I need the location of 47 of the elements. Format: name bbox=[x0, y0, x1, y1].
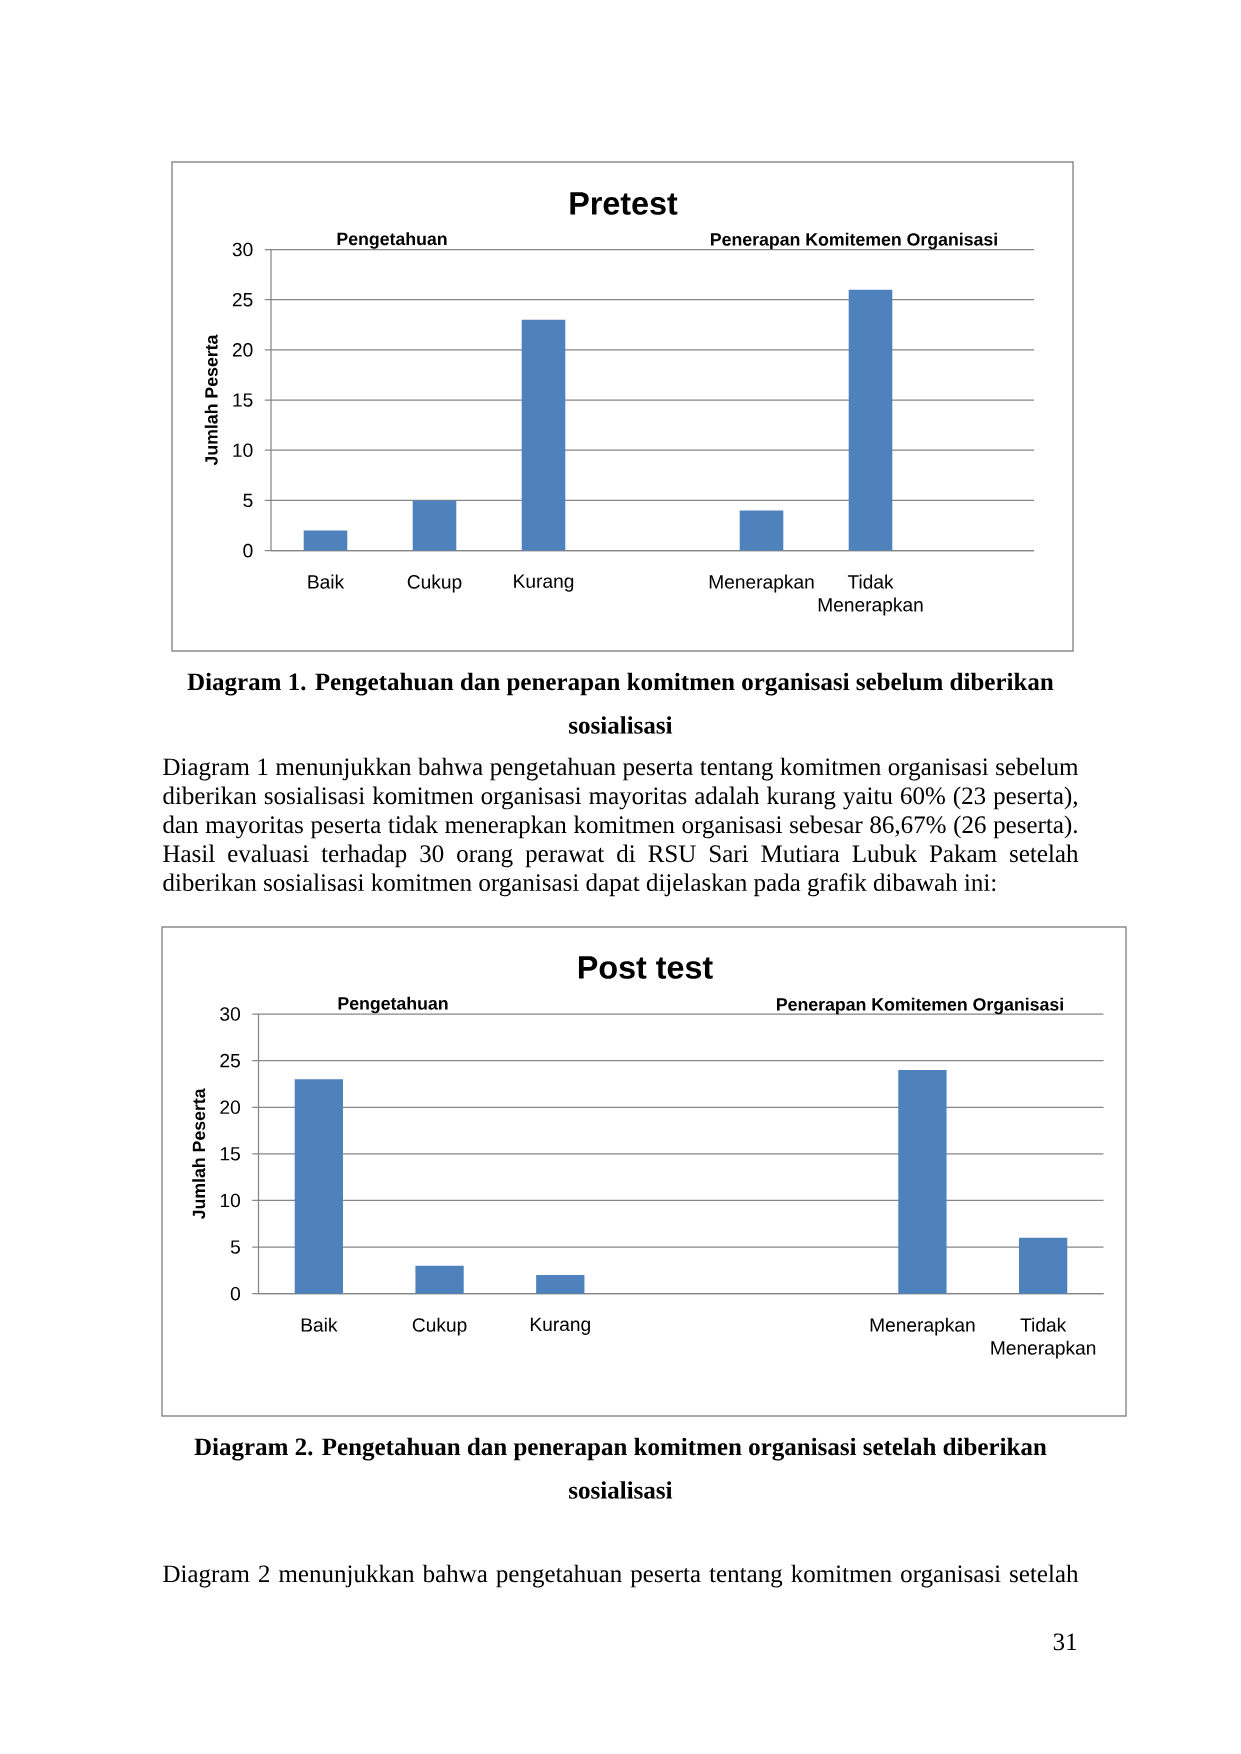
x-tick-label: Kurang bbox=[530, 1317, 590, 1335]
x-tick-label: Cukup bbox=[412, 1317, 467, 1336]
y-tick-label: 10 bbox=[220, 1193, 241, 1208]
y-axis-title: Jumlah Peserta bbox=[204, 334, 218, 466]
text: Diagram 1. Pengetahuan dan penerapan komitmen organisasi sebelum diberikan sosialisasi bbox=[187, 672, 1054, 734]
bar bbox=[848, 289, 893, 551]
bar bbox=[294, 1079, 343, 1294]
bar bbox=[415, 1265, 464, 1294]
x-tick-label: Tidak Menerapkan bbox=[991, 1317, 1096, 1359]
text: Pengetahuan bbox=[337, 232, 447, 249]
x-tick-label: Cukup bbox=[407, 574, 462, 593]
bar bbox=[303, 530, 348, 551]
x-tick-label: Menerapkan bbox=[709, 574, 814, 593]
bar bbox=[1018, 1237, 1068, 1294]
bar bbox=[739, 510, 784, 551]
text: Diagram 1 menunjukkan bahwa pengetahuan peserta tentang komitmen organisasi sebelum diberikan sosialisasi komitmen organisasi mayoritas adalah kurang yaitu 60% (23 peserta), dan mayoritas peserta tidak menerapkan komitmen organisasi sebesar 86,67% (26 peserta). Hasil evaluasi terhadap 30 orang perawat di RSU Sari Mutiara Lubuk Pakam setelah diberikan sosialisasi komitmen organisasi dapat dijelaskan pada grafik dibawah ini: bbox=[163, 757, 1079, 897]
y-tick-label: 20 bbox=[232, 343, 253, 357]
x-tick-label: Kurang bbox=[514, 574, 574, 592]
text: Pengetahuan bbox=[338, 996, 448, 1014]
annotation: Penerapan Komitemen Organisasi bbox=[777, 997, 1063, 1015]
text: 31 bbox=[1053, 1633, 1077, 1651]
y-tick-label: 0 bbox=[230, 1286, 241, 1301]
y-tick-label: 30 bbox=[232, 242, 253, 257]
y-tick-label: 5 bbox=[243, 493, 253, 508]
y-tick-label: 25 bbox=[220, 1053, 240, 1068]
y-tick-label: 10 bbox=[233, 443, 253, 458]
y-tick-label: 20 bbox=[220, 1100, 241, 1115]
bar bbox=[898, 1069, 947, 1294]
bar bbox=[521, 319, 566, 551]
y-axis-title: Jumlah Peserta bbox=[192, 1088, 206, 1220]
bar bbox=[536, 1275, 585, 1294]
text: Penerapan Komitemen Organisasi bbox=[711, 232, 997, 250]
x-tick-label: Menerapkan bbox=[870, 1317, 975, 1336]
y-tick-label: 15 bbox=[220, 1147, 240, 1161]
chart-title: Pretest bbox=[570, 192, 678, 215]
y-tick-label: 15 bbox=[233, 393, 253, 407]
y-tick-label: 25 bbox=[232, 292, 253, 307]
bar bbox=[412, 500, 457, 551]
y-tick-label: 5 bbox=[230, 1240, 240, 1254]
text: Diagram 2 menunjukkan bahwa pengetahuan peserta tentang komitmen organisasi setelah bbox=[163, 1564, 1079, 1588]
x-tick-label: Baik bbox=[308, 574, 345, 589]
y-tick-label: 0 bbox=[243, 543, 253, 558]
x-tick-label: Tidak Menerapkan bbox=[818, 574, 923, 616]
chart-title: Post test bbox=[578, 956, 713, 979]
y-tick-label: 30 bbox=[220, 1007, 241, 1021]
text: Diagram 2. Pengetahuan dan penerapan komitmen organisasi setelah diberikan sosialisasi bbox=[194, 1437, 1047, 1499]
x-tick-label: Baik bbox=[301, 1317, 338, 1332]
